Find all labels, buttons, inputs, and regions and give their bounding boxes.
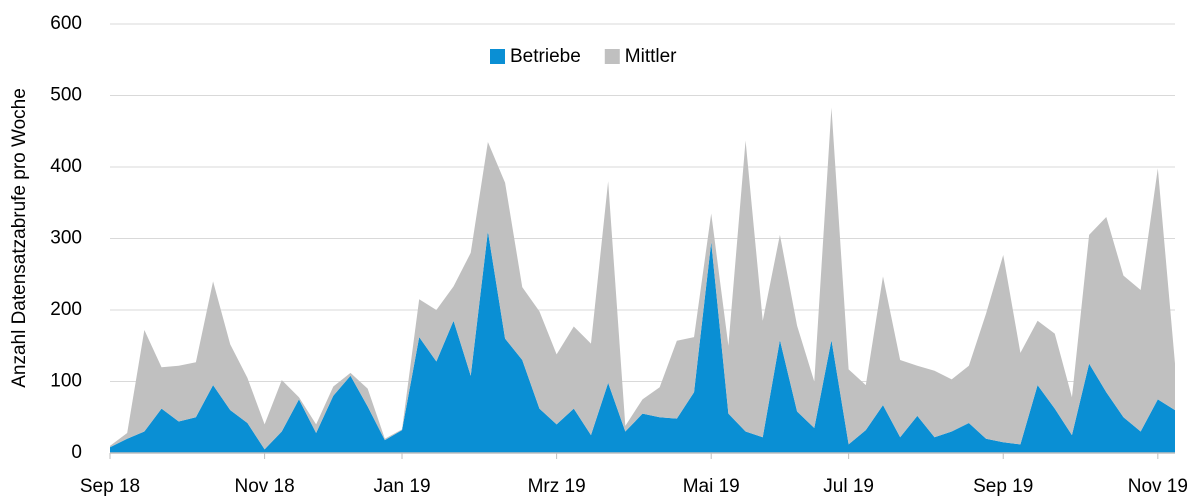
- x-tick-label: Mrz 19: [528, 476, 586, 497]
- legend-label: Betriebe: [510, 46, 581, 67]
- x-tick-label: Jan 19: [373, 476, 430, 497]
- x-tick-label: Mai 19: [683, 476, 740, 497]
- y-tick-label: 500: [50, 85, 82, 106]
- y-axis-label: Anzahl Datensatzabrufe pro Woche: [9, 88, 30, 388]
- legend-swatch: [604, 49, 620, 64]
- y-tick-label: 100: [50, 371, 82, 392]
- y-tick-label: 300: [50, 228, 82, 249]
- legend-swatch: [490, 49, 505, 64]
- x-tick-label: Jul 19: [823, 476, 874, 497]
- x-tick-label: Nov 19: [1128, 476, 1188, 497]
- y-tick-label: 400: [50, 156, 82, 177]
- y-tick-label: 200: [50, 299, 82, 320]
- area: [110, 231, 1175, 453]
- x-tick-label: Nov 18: [234, 476, 294, 497]
- x-tick-label: Sep 18: [80, 476, 140, 497]
- area: [110, 107, 1175, 450]
- y-tick-label: 0: [71, 442, 82, 463]
- x-tick-label: Sep 19: [973, 476, 1033, 497]
- legend-label: Mittler: [625, 46, 677, 67]
- y-tick-label: 600: [50, 13, 82, 34]
